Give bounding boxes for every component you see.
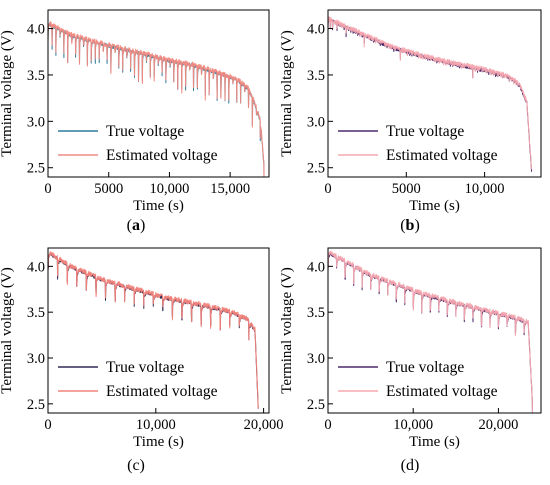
x-tick-label: 20,000 (478, 417, 518, 433)
x-tick-label: 0 (324, 417, 331, 433)
y-tick-label: 3.5 (307, 305, 325, 321)
panel-caption-c: (c) (127, 457, 145, 474)
legend-label-true-voltage: True voltage (386, 359, 464, 376)
x-axis-title: Time (s) (133, 198, 184, 214)
legend-label-estimated-voltage: Estimated voltage (106, 147, 218, 164)
x-axis-title: Time (s) (409, 198, 460, 214)
x-tick-label: 10,000 (465, 181, 505, 197)
plot-frame (327, 9, 542, 178)
y-tick-label: 4.0 (307, 259, 325, 275)
series-line-estimated-voltage (328, 16, 533, 170)
y-tick-label: 3.0 (27, 351, 45, 367)
plot-frame (47, 247, 270, 414)
chart-panel-c: 0 10,000 20,000 2.5 3.0 3.5 4.0 Time (s) Termina… (0, 247, 284, 450)
y-tick-label: 2.5 (27, 397, 45, 413)
legend: True voltage Estimated voltage (58, 123, 218, 164)
chart-panel-d: 0 10,000 20,000 2.5 3.0 3.5 4.0 Time (s) Termina… (279, 247, 542, 450)
panel-caption-a: (a) (127, 217, 146, 234)
chart-panel-a: 0 5000 10,000 15,000 2.5 3.0 3.5 4.0 Time (s) Ter… (0, 9, 270, 214)
legend: True voltage Estimated voltage (338, 359, 498, 400)
y-tick-label: 3.0 (307, 114, 325, 130)
x-tick-label: 20,000 (244, 417, 284, 433)
y-tick-label: 3.5 (27, 68, 45, 84)
legend-label-true-voltage: True voltage (106, 123, 184, 140)
caption-paren-open: ( (127, 457, 132, 474)
x-tick-label: 5000 (392, 181, 421, 197)
caption-letter: c (132, 457, 139, 474)
series-line-true-voltage (48, 22, 265, 177)
series-line-true-voltage (328, 251, 533, 413)
caption-paren-close: ) (140, 217, 145, 234)
y-tick-label: 2.5 (307, 397, 325, 413)
y-tick-label: 2.5 (307, 161, 325, 177)
x-tick-label: 10,000 (393, 417, 433, 433)
caption-paren-open: ( (401, 457, 406, 474)
x-tick-label: 10,000 (136, 417, 176, 433)
caption-paren-close: ) (140, 457, 145, 474)
legend-label-estimated-voltage: Estimated voltage (386, 383, 498, 400)
plot-frame (47, 9, 270, 178)
legend-label-true-voltage: True voltage (106, 359, 184, 376)
chart-panel-b: 0 5000 10,000 2.5 3.0 3.5 4.0 Time (s) Terminal … (279, 9, 542, 214)
caption-letter: b (406, 217, 415, 234)
series-line-estimated-voltage (328, 250, 534, 413)
panel-caption-d: (d) (401, 457, 420, 474)
plot-frame (327, 247, 542, 414)
y-tick-label: 4.0 (307, 22, 325, 38)
caption-letter: d (406, 457, 414, 474)
y-tick-label: 4.0 (27, 259, 45, 275)
caption-paren-open: ( (400, 217, 405, 234)
x-tick-label: 0 (324, 181, 331, 197)
y-tick-label: 3.5 (307, 68, 325, 84)
x-tick-label: 0 (44, 417, 51, 433)
x-tick-label: 15,000 (210, 181, 250, 197)
series-line-estimated-voltage (48, 251, 259, 409)
y-axis-title: Terminal voltage (V) (279, 267, 295, 393)
y-tick-label: 3.0 (27, 114, 45, 130)
y-tick-label: 4.0 (27, 22, 45, 38)
y-axis-title: Terminal voltage (V) (279, 30, 295, 156)
y-tick-label: 3.0 (307, 351, 325, 367)
legend: True voltage Estimated voltage (58, 359, 218, 400)
legend-label-estimated-voltage: Estimated voltage (106, 383, 218, 400)
caption-letter: a (132, 217, 140, 234)
y-axis-title: Terminal voltage (V) (0, 30, 15, 156)
caption-paren-close: ) (414, 217, 419, 234)
panel-caption-b: (b) (400, 217, 420, 234)
legend-label-true-voltage: True voltage (386, 123, 464, 140)
y-tick-label: 2.5 (27, 161, 45, 177)
x-tick-label: 5000 (94, 181, 123, 197)
caption-paren-close: ) (414, 457, 419, 474)
legend-label-estimated-voltage: Estimated voltage (386, 147, 498, 164)
series-line-estimated-voltage (48, 21, 265, 177)
x-axis-title: Time (s) (133, 434, 184, 450)
x-tick-label: 10,000 (149, 181, 189, 197)
y-axis-title: Terminal voltage (V) (0, 267, 15, 393)
x-tick-label: 0 (44, 181, 51, 197)
x-axis-title: Time (s) (409, 434, 460, 450)
caption-paren-open: ( (127, 217, 132, 234)
y-tick-label: 3.5 (27, 305, 45, 321)
legend: True voltage Estimated voltage (338, 123, 498, 164)
